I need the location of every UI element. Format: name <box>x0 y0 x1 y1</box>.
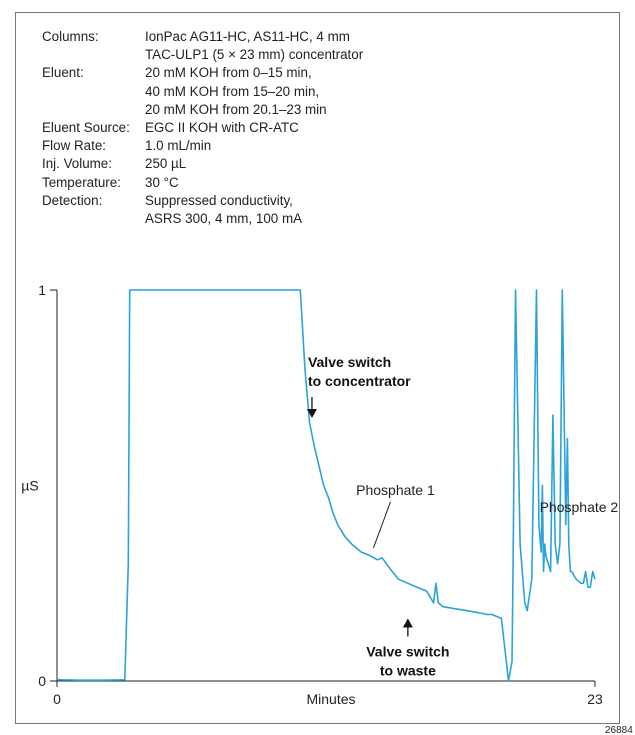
x-tick-label: 0 <box>53 691 61 707</box>
annotation: Phosphate 1 <box>356 482 435 549</box>
x-tick-label: 23 <box>587 691 603 707</box>
condition-value: 40 mM KOH from 15–20 min, <box>145 83 320 99</box>
figure-id: 26884 <box>605 725 633 735</box>
chromatogram-trace <box>56 289 596 682</box>
annotation: Valve switch to concentrator <box>306 354 411 419</box>
annotation-text: to concentrator <box>308 373 411 389</box>
condition-label: Temperature: <box>42 174 121 190</box>
condition-label: Flow Rate: <box>42 138 106 154</box>
condition-value: 30 °C <box>145 174 179 190</box>
y-tick-label: 1 <box>38 282 46 298</box>
condition-value: ASRS 300, 4 mm, 100 mA <box>145 210 303 226</box>
annotation-text: Phosphate 1 <box>356 482 435 498</box>
x-axis-label: Minutes <box>306 691 355 707</box>
annotation: Phosphate 2 <box>540 499 619 515</box>
condition-value: Suppressed conductivity, <box>145 192 293 208</box>
condition-label: Columns: <box>42 29 99 44</box>
axis-ticks: 0 1 0 23 <box>38 282 603 707</box>
figure-frame <box>15 12 620 724</box>
condition-value: 250 µL <box>145 156 187 172</box>
condition-value: 20 mM KOH from 0–15 min, <box>145 65 312 81</box>
annotation-text: Phosphate 2 <box>540 499 619 515</box>
condition-value: IonPac AG11-HC, AS11-HC, 4 mm <box>145 29 350 44</box>
condition-value: EGC II KOH with CR-ATC <box>145 119 299 135</box>
annotation-text: Valve switch <box>308 354 391 370</box>
condition-label: Inj. Volume: <box>42 156 112 172</box>
annotation-arrow-head <box>306 409 317 419</box>
condition-value: 1.0 mL/min <box>145 138 212 154</box>
y-tick-label: 0 <box>38 673 46 689</box>
annotation-leader <box>372 501 391 549</box>
chart-axes <box>56 290 595 682</box>
condition-label: Eluent Source: <box>42 119 130 135</box>
annotation: Valve switch to waste <box>366 618 450 678</box>
annotation-arrow-head <box>402 618 413 628</box>
condition-value: TAC-ULP1 (5 × 23 mm) concentrator <box>145 47 364 63</box>
condition-value: 20 mM KOH from 20.1–23 min <box>145 101 327 117</box>
annotation-text: to waste <box>380 662 436 678</box>
annotation-text: Valve switch <box>366 643 449 659</box>
condition-label: Eluent: <box>42 65 84 81</box>
chart-annotations: Valve switch to concentrator Valve switch t… <box>306 354 619 678</box>
y-axis-label: µS <box>21 478 38 494</box>
condition-label: Detection: <box>42 192 103 208</box>
